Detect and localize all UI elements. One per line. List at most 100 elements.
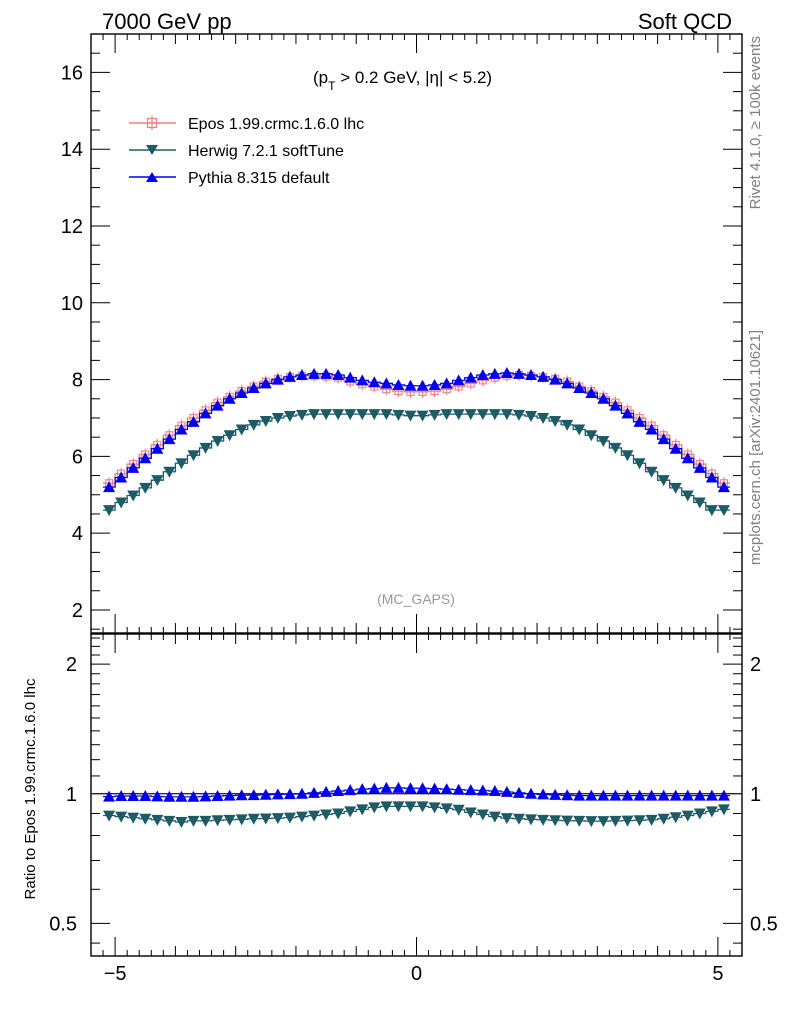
series-line-epos — [103, 374, 730, 484]
ratio-point-pythia — [320, 785, 333, 797]
ratio-point-pythia — [332, 784, 345, 796]
point-herwig — [356, 409, 369, 421]
analysis-watermark: (MC_GAPS) — [377, 591, 455, 607]
point-herwig — [163, 466, 176, 478]
point-pythia — [440, 377, 453, 389]
ratio-point-herwig — [488, 811, 501, 823]
point-pythia — [525, 368, 538, 380]
point-pythia — [199, 407, 212, 419]
main-axis-ticks: 2 4 6 8 10 12 14 16 — [61, 33, 742, 630]
ratio-point-herwig — [440, 803, 453, 815]
ratio-point-herwig — [199, 815, 212, 827]
ratio-plot-frame — [90, 633, 743, 957]
ratio-point-pythia — [103, 790, 116, 802]
point-pythia — [705, 471, 718, 483]
point-pythia — [247, 382, 260, 394]
point-herwig — [247, 419, 260, 431]
ratio-series-group — [91, 781, 742, 828]
ratio-point-herwig — [103, 810, 116, 822]
point-herwig — [428, 409, 441, 421]
ratio-point-pythia — [259, 788, 272, 800]
ratio-point-pythia — [549, 788, 562, 800]
ratio-point-herwig — [561, 815, 574, 827]
ratio-point-pythia — [428, 782, 441, 794]
point-pythia — [295, 368, 308, 380]
ratio-point-pythia — [356, 783, 369, 795]
point-herwig — [597, 436, 610, 448]
energy-label: 7000 GeV pp — [102, 9, 232, 34]
ratio-point-herwig — [464, 807, 477, 819]
ratio-point-pythia — [199, 790, 212, 802]
point-herwig — [199, 442, 212, 454]
point-herwig — [549, 416, 562, 428]
ratio-point-pythia — [283, 788, 296, 800]
point-pythia — [645, 423, 658, 435]
ratio-point-herwig — [271, 813, 284, 825]
ratio-point-herwig — [537, 814, 550, 826]
ratio-point-pythia — [573, 789, 586, 801]
point-herwig — [368, 409, 381, 421]
ratio-point-pythia — [247, 789, 260, 801]
point-herwig — [452, 409, 465, 421]
ratio-point-herwig — [151, 814, 164, 826]
point-herwig — [175, 458, 188, 470]
ratio-point-herwig — [235, 814, 248, 826]
x-axis-ticks: −5 0 5 — [90, 34, 743, 985]
ratio-point-herwig — [320, 809, 333, 821]
point-herwig — [464, 409, 477, 421]
point-herwig — [332, 409, 345, 421]
ratio-point-pythia — [525, 787, 538, 799]
ratio-point-pythia — [693, 789, 706, 801]
point-pythia — [428, 378, 441, 390]
legend-label-herwig: Herwig 7.2.1 softTune — [188, 143, 344, 160]
ratio-point-pythia — [235, 789, 248, 801]
ratio-point-herwig — [525, 814, 538, 826]
point-pythia — [283, 370, 296, 382]
point-herwig — [476, 409, 489, 421]
point-herwig — [500, 409, 513, 421]
ratio-point-herwig — [344, 806, 357, 818]
point-pythia — [368, 376, 381, 388]
point-herwig — [633, 458, 646, 470]
ratio-point-pythia — [223, 789, 236, 801]
ratio-point-herwig — [585, 816, 598, 828]
point-pythia — [139, 452, 152, 464]
point-pythia — [476, 368, 489, 380]
point-herwig — [537, 412, 550, 424]
point-pythia — [573, 382, 586, 394]
legend-marker-epos — [145, 116, 159, 130]
point-herwig — [669, 482, 682, 494]
point-herwig — [223, 430, 236, 442]
ratio-line-pythia — [103, 787, 730, 798]
ratio-point-pythia — [657, 789, 670, 801]
point-pythia — [681, 452, 694, 464]
x-tick-label: 5 — [712, 963, 723, 985]
ratio-point-herwig — [392, 801, 405, 813]
ratio-point-pythia — [151, 790, 164, 802]
point-herwig — [308, 409, 321, 421]
point-herwig — [344, 409, 357, 421]
point-herwig — [259, 416, 272, 428]
ratio-point-pythia — [645, 789, 658, 801]
ratio-axis-ticks: 0.5 0.5 1 1 2 2 — [49, 637, 778, 944]
ratio-y-axis-label: Ratio to Epos 1.99.crmc.1.6.0 lhc — [22, 678, 39, 899]
ratio-point-herwig — [247, 813, 260, 825]
point-pythia — [452, 374, 465, 386]
main-y-tick-label: 4 — [72, 523, 83, 545]
ratio-point-herwig — [657, 813, 670, 825]
ratio-point-herwig — [597, 816, 610, 828]
ratio-point-herwig — [693, 808, 706, 820]
point-herwig — [645, 466, 658, 478]
ratio-point-herwig — [573, 815, 586, 827]
point-pythia — [211, 399, 224, 411]
ratio-point-herwig — [645, 814, 658, 826]
ratio-point-pythia — [308, 786, 321, 798]
point-herwig — [115, 497, 128, 509]
point-herwig — [693, 497, 706, 509]
ratio-point-pythia — [127, 790, 140, 802]
point-pythia — [103, 481, 116, 493]
point-pythia — [549, 373, 562, 385]
point-pythia — [223, 392, 236, 404]
point-herwig — [525, 411, 538, 423]
series-line-herwig — [103, 413, 730, 511]
